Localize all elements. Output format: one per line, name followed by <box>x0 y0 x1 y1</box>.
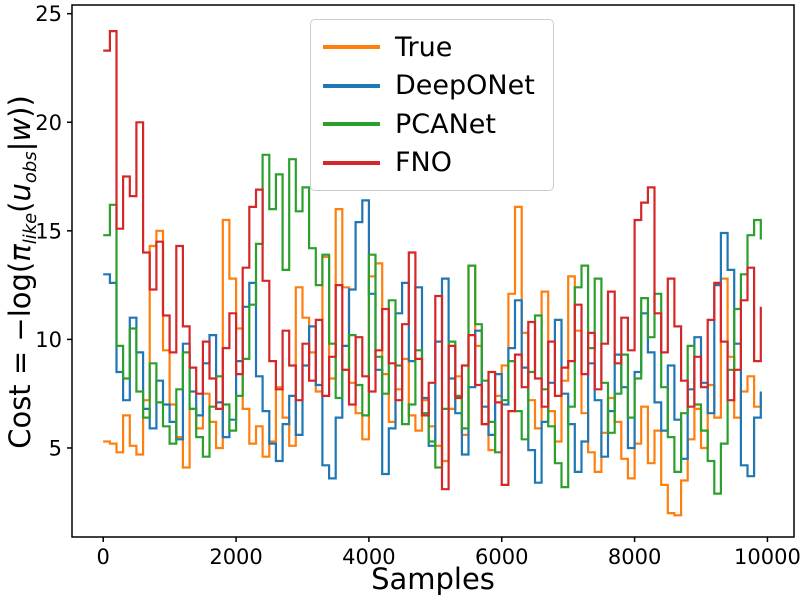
legend-line-fno <box>323 160 380 165</box>
y-tick-label: 5 <box>49 436 62 460</box>
x-tick-label: 8000 <box>608 545 661 569</box>
legend-label-deeponet: DeepONet <box>395 70 535 102</box>
ylabel-pi: π <box>2 244 37 262</box>
legend-label-pcanet: PCANet <box>395 108 496 140</box>
legend-line-pcanet <box>323 122 380 127</box>
series-line-fno <box>103 30 762 491</box>
y-tick-label: 25 <box>35 2 62 26</box>
legend-label-fno: FNO <box>395 147 452 179</box>
legend-item-fno: FNO <box>323 144 541 183</box>
ylabel-w: w <box>2 117 37 142</box>
ylabel-close-paren: )) <box>2 95 37 118</box>
legend-label-true: True <box>395 31 453 63</box>
legend-line-true <box>323 45 380 50</box>
legend-line-deeponet <box>323 83 380 88</box>
axes-spines <box>71 4 795 538</box>
legend-item-deeponet: DeepONet <box>323 67 541 106</box>
ylabel-u: u <box>2 183 37 202</box>
x-tick-label: 6000 <box>475 545 528 569</box>
legend: True DeepONet PCANet FNO <box>310 19 554 191</box>
y-tick-label: 15 <box>35 219 62 243</box>
ylabel-u-subscript: obs <box>20 151 42 184</box>
x-tick-label: 2000 <box>209 545 262 569</box>
x-axis-label: Samples <box>371 562 495 596</box>
x-tick-label: 4000 <box>342 545 395 569</box>
y-tick-label: 20 <box>35 111 62 135</box>
ylabel-open-paren: ( <box>2 201 37 213</box>
legend-item-true: True <box>323 28 541 67</box>
ylabel-prefix: Cost = −log( <box>2 261 37 449</box>
y-axis-label: Cost = −log(πlike(uobs|w)) <box>3 95 41 449</box>
x-tick-label: 10000 <box>734 545 800 569</box>
ylabel-bar: | <box>2 141 37 152</box>
y-tick-label: 10 <box>35 328 62 352</box>
x-tick-label: 0 <box>97 545 110 569</box>
legend-item-pcanet: PCANet <box>323 105 541 144</box>
ylabel-pi-subscript: like <box>20 212 42 245</box>
